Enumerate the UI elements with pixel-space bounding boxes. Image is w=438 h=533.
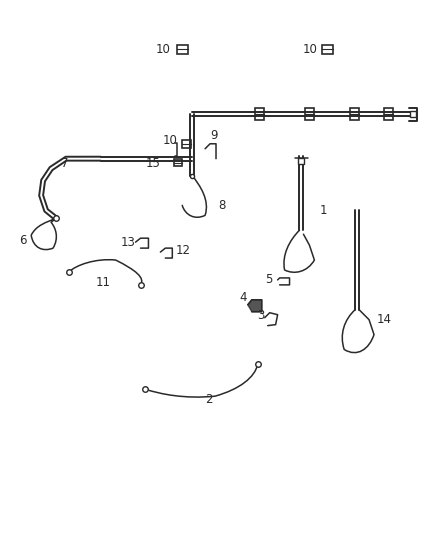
Text: 6: 6 <box>19 233 27 247</box>
FancyBboxPatch shape <box>385 108 393 120</box>
FancyBboxPatch shape <box>322 45 333 54</box>
Text: 9: 9 <box>210 130 218 142</box>
FancyBboxPatch shape <box>177 45 188 54</box>
Text: 1: 1 <box>319 204 327 217</box>
Text: 3: 3 <box>257 309 264 322</box>
Text: 2: 2 <box>205 393 212 406</box>
Text: 11: 11 <box>96 277 111 289</box>
FancyBboxPatch shape <box>182 140 191 148</box>
Text: 10: 10 <box>162 134 177 147</box>
Polygon shape <box>248 300 262 312</box>
Text: 13: 13 <box>120 236 135 249</box>
Text: 4: 4 <box>240 292 247 304</box>
Text: 7: 7 <box>61 157 68 170</box>
Text: 15: 15 <box>145 157 160 170</box>
Text: 8: 8 <box>218 199 226 212</box>
Text: 10: 10 <box>155 43 170 56</box>
FancyBboxPatch shape <box>174 159 182 166</box>
FancyBboxPatch shape <box>305 108 314 120</box>
FancyBboxPatch shape <box>350 108 359 120</box>
Text: 12: 12 <box>175 244 190 256</box>
FancyBboxPatch shape <box>255 108 264 120</box>
Text: 10: 10 <box>303 43 318 56</box>
Text: 5: 5 <box>265 273 272 286</box>
Text: 14: 14 <box>377 313 392 326</box>
